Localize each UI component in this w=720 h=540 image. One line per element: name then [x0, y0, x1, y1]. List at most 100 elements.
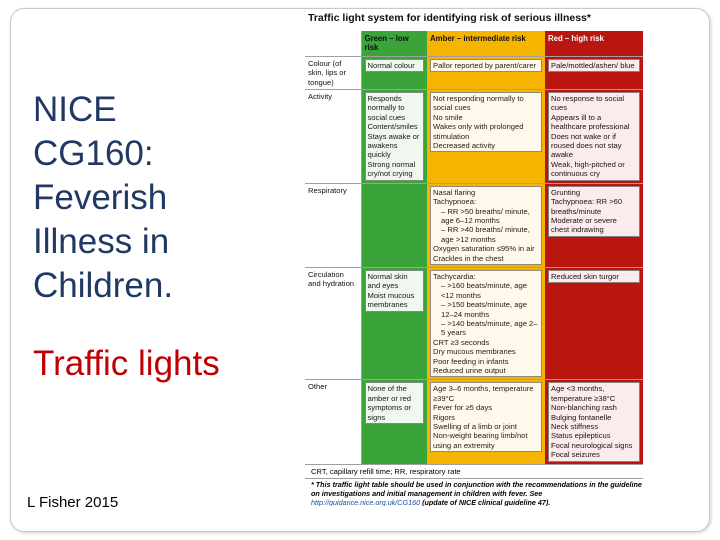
criterion-item: Normal skin and eyes [367, 271, 408, 291]
red-cell-box: No response to social cues Appears ill to… [548, 92, 640, 181]
red-cell: Grunting Tachypnoea: RR >60 breaths/minut… [545, 182, 643, 268]
criterion-item: Moist mucous membranes [367, 290, 415, 310]
criterion-item: Content/smiles [367, 122, 418, 132]
table-row: Circulation and hydration Normal skin and… [305, 266, 643, 380]
criterion-item: Age <3 months, temperature ≥38°C [551, 384, 616, 403]
criterion-item: Reduced skin turgor [551, 271, 619, 281]
red-cell-box: Pale/mottled/ashen/ blue [548, 58, 640, 73]
criterion-item: Responds normally to social cues [367, 94, 406, 122]
criterion-item: Non-weight bearing limb/not using an ext… [433, 431, 528, 450]
green-cell-box: Normal skin and eyes Moist mucous membran… [364, 269, 424, 312]
criterion-item: Oxygen saturation ≤95% in air [433, 244, 535, 254]
criterion-item: Crackles in the chest [433, 253, 504, 263]
slide-title-line: Children. [33, 266, 174, 305]
slide-title-line: CG160: [33, 134, 154, 173]
table-row: Other None of the amber or red symptoms o… [305, 379, 643, 464]
table-row: Colour (of skin, lips or tongue) Normal c… [305, 55, 643, 90]
criterion-item: No smile [433, 112, 463, 122]
header-category [305, 31, 362, 57]
criterion-item: – >150 beats/minute, age 12–24 months [441, 300, 527, 319]
red-cell: No response to social cues Appears ill to… [545, 89, 643, 184]
criterion-item: Weak, high-pitched or continuous cry [551, 159, 625, 179]
criterion-item: Status epilepticus [551, 431, 611, 441]
green-cell [361, 182, 427, 268]
criterion-item: – RR >40 breaths/ minute, age >12 months [441, 225, 530, 244]
red-cell-box: Grunting Tachypnoea: RR >60 breaths/minut… [548, 185, 640, 237]
criterion-item: Appears ill to a healthcare professional [551, 112, 630, 132]
criterion-item: No response to social cues [551, 94, 625, 113]
slide-title: NICE CG160: Feverish Illness in Children… [33, 88, 263, 308]
green-cell-box: Normal colour [364, 58, 424, 73]
footnote-abbreviations: CRT, capillary refill time; RR, respirat… [305, 464, 643, 479]
criterion-item: Decreased activity [433, 141, 496, 151]
green-cell: Responds normally to social cues Content/… [361, 89, 427, 184]
footnote-main: * This traffic light table should be use… [305, 478, 643, 506]
table-row: Respiratory Nasal flaring Tachypnoea: – RR … [305, 182, 643, 268]
header-red: Red – high risk [545, 31, 643, 57]
amber-cell: Pallor reported by parent/carer [427, 55, 545, 90]
header-amber: Amber – intermediate risk [427, 31, 545, 57]
criterion-item: Fever for ≥5 days [433, 403, 493, 413]
guidance-link[interactable]: http://guidance.nice.org.uk/CG160 [311, 498, 421, 506]
amber-cell: Age 3–6 months, temperature ≥39°C Fever f… [427, 379, 545, 464]
criterion-item: Rigors [433, 412, 455, 422]
criterion-item: CRT ≥3 seconds [433, 337, 490, 347]
criterion-item: Tachypnoea: RR >60 breaths/minute [551, 197, 623, 216]
green-cell: None of the amber or red symptoms or sig… [361, 379, 427, 464]
amber-cell: Tachycardia: – >160 beats/minute, age <12… [427, 266, 545, 380]
criterion-item: Focal seizures [551, 450, 600, 460]
traffic-light-document: Traffic light system for identifying ris… [305, 10, 643, 506]
criterion-item: Nasal flaring [433, 187, 476, 197]
amber-cell-box: Tachycardia: – >160 beats/minute, age <12… [430, 269, 542, 378]
criterion-item: – >160 beats/minute, age <12 months [441, 281, 527, 300]
author-credit: L Fisher 2015 [27, 494, 119, 511]
header-green: Green – low risk [361, 31, 427, 57]
slide-title-line: Feverish [33, 178, 168, 217]
criterion-item: – >140 beats/minute, age 2–5 years [441, 318, 538, 338]
criterion-item: Strong normal cry/not crying [367, 159, 416, 179]
row-category: Activity [305, 89, 362, 184]
green-cell: Normal skin and eyes Moist mucous membran… [361, 266, 427, 380]
footnote-text: * This traffic light table should be use… [311, 480, 642, 498]
criterion-item: Tachypnoea: [433, 197, 477, 207]
criterion-item: Pale/mottled/ashen/ blue [551, 60, 635, 70]
criterion-item: Tachycardia: [433, 271, 476, 281]
table-body: Colour (of skin, lips or tongue) Normal c… [305, 55, 643, 464]
amber-cell: Nasal flaring Tachypnoea: – RR >50 breaths… [427, 182, 545, 268]
traffic-light-table: Green – low risk Amber – intermediate ri… [305, 31, 643, 464]
green-cell: Normal colour [361, 55, 427, 90]
document-title: Traffic light system for identifying ris… [308, 12, 591, 24]
criterion-item: Reduced urine output [433, 366, 506, 375]
amber-cell: Not responding normally to social cues No… [427, 89, 545, 184]
criterion-item: Not responding normally to social cues [433, 94, 524, 113]
slide-subtitle: Traffic lights [33, 344, 220, 383]
criterion-item: Normal colour [367, 60, 415, 70]
amber-cell-box: Nasal flaring Tachypnoea: – RR >50 breaths… [430, 185, 542, 265]
row-category: Respiratory [305, 182, 362, 268]
criterion-item: Neck stiffness [551, 422, 599, 432]
criterion-item: None of the amber or red symptoms or sig… [367, 384, 411, 422]
amber-cell-box: Pallor reported by parent/carer [430, 58, 542, 73]
criterion-item: Age 3–6 months, temperature ≥39°C [433, 384, 534, 403]
table-row: Activity Responds normally to social cues… [305, 89, 643, 184]
row-category: Colour (of skin, lips or tongue) [305, 55, 362, 90]
criterion-item: Non-blanching rash [551, 403, 617, 413]
red-cell-box: Age <3 months, temperature ≥38°C Non-blan… [548, 382, 640, 462]
slide-title-line: NICE [33, 90, 117, 129]
criterion-item: Moderate or severe chest indrawing [551, 215, 617, 235]
red-cell-box: Reduced skin turgor [548, 269, 640, 284]
footnote-tail: (update of NICE clinical guideline 47). [422, 498, 551, 506]
criterion-item: – RR >50 breaths/ minute, age 6–12 month… [441, 206, 530, 225]
criterion-item: Wakes only with prolonged stimulation [433, 122, 524, 141]
green-cell-box: None of the amber or red symptoms or sig… [364, 382, 424, 425]
row-category: Circulation and hydration [305, 266, 362, 380]
criterion-item: Does not wake or if roused does not stay… [551, 131, 622, 160]
criterion-item: Poor feeding in infants [433, 356, 509, 366]
row-category: Other [305, 379, 362, 464]
amber-cell-box: Age 3–6 months, temperature ≥39°C Fever f… [430, 382, 542, 453]
criterion-item: Bulging fontanelle [551, 412, 612, 422]
criterion-item: Swelling of a limb or joint [433, 422, 517, 432]
criterion-item: Pallor reported by parent/carer [433, 60, 536, 70]
criterion-item: Grunting [551, 187, 581, 197]
criterion-item: Focal neurological signs [551, 440, 633, 450]
